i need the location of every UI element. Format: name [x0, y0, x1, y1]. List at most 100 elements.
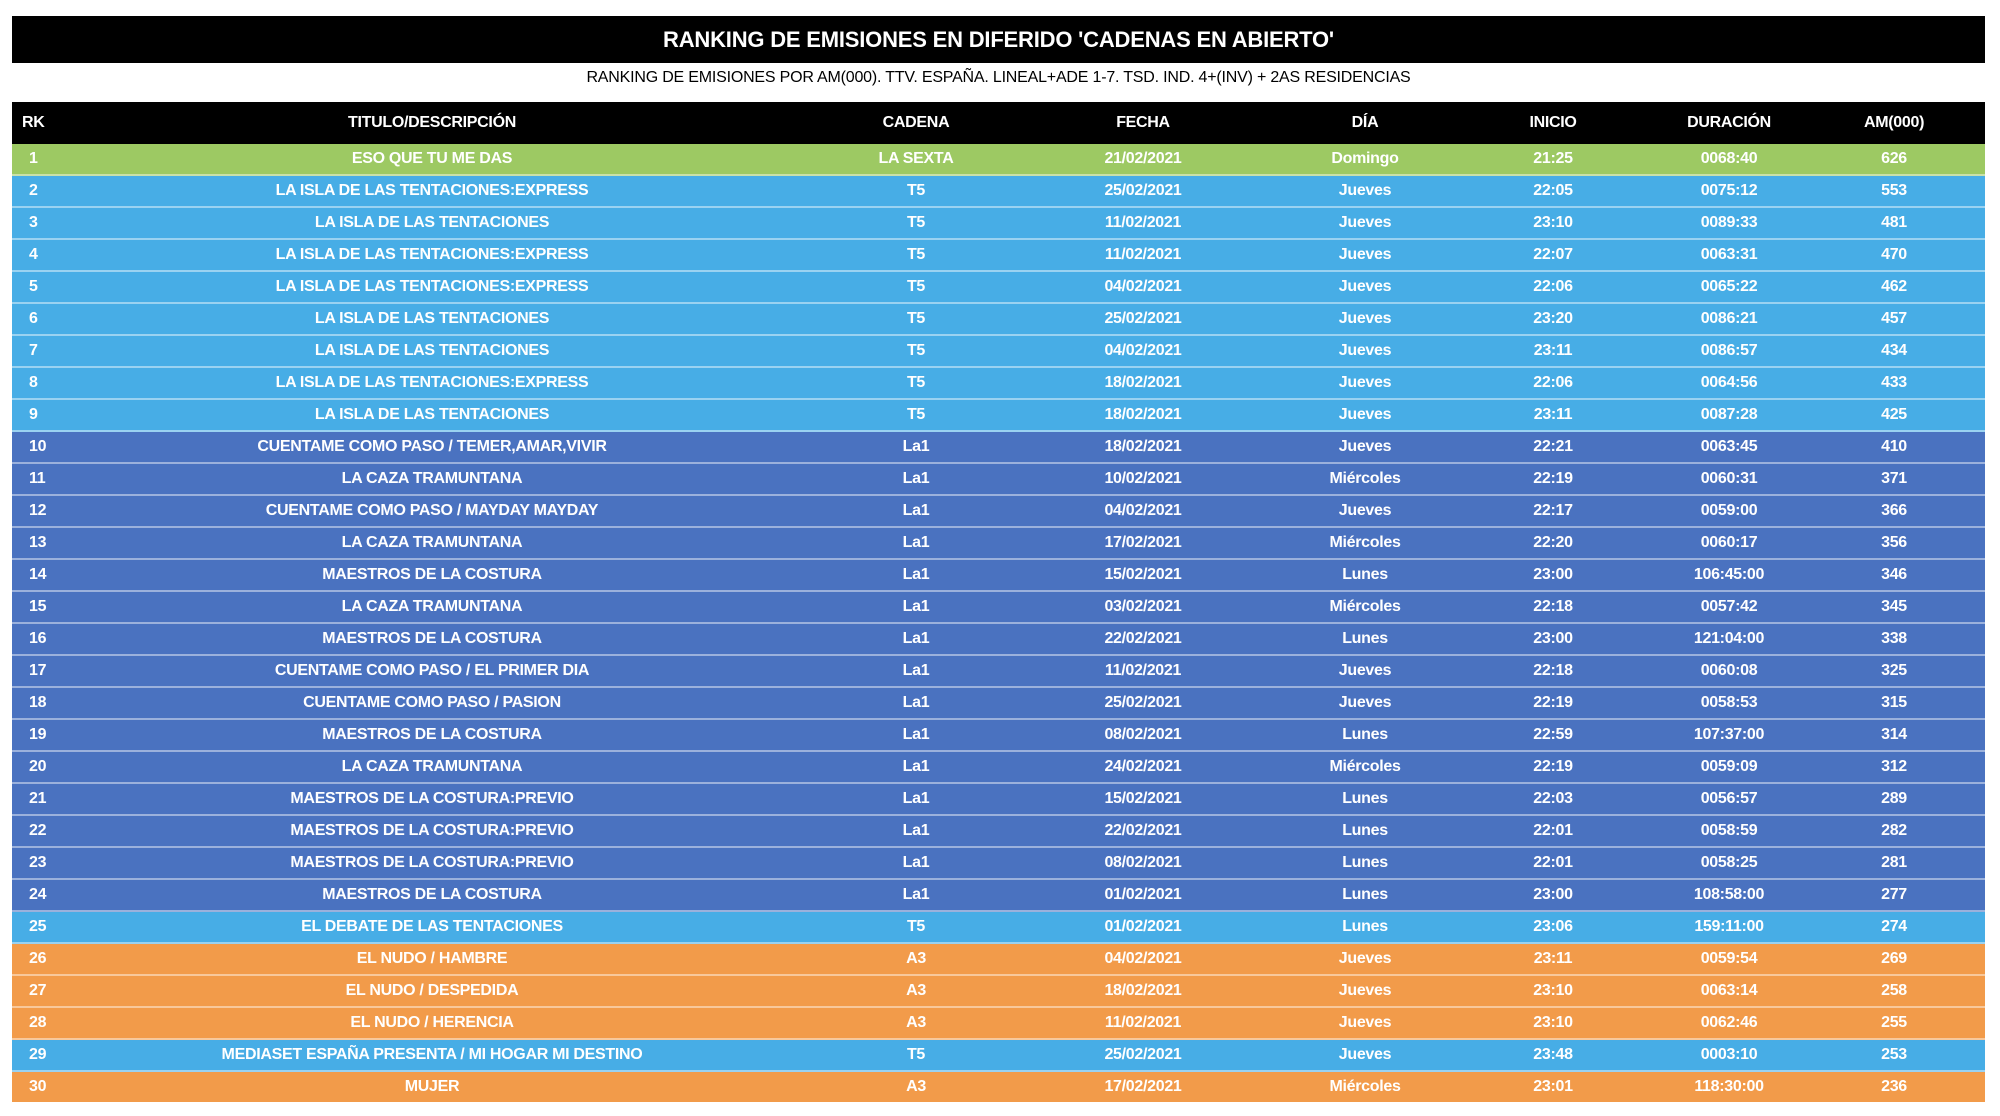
table-row: 23 MAESTROS DE LA COSTURA:PREVIO La1 08/… [12, 848, 1985, 880]
cell-dia: Miércoles [1329, 598, 1401, 615]
cell-dia: Domingo [1331, 150, 1399, 167]
cell-cadena: La1 [902, 630, 930, 647]
cell-rk: 2 [29, 182, 38, 199]
cell-am: 269 [1881, 950, 1907, 967]
cell-dia: Jueves [1338, 278, 1392, 295]
ranking-table: RK TITULO/DESCRIPCIÓN CADENA FECHA DÍA I… [12, 102, 1985, 1102]
cell-cadena: A3 [906, 1014, 926, 1031]
cell-am: 371 [1881, 470, 1907, 487]
cell-cadena: La1 [902, 854, 930, 871]
cell-am: 281 [1881, 854, 1907, 871]
cell-dia: Miércoles [1329, 758, 1401, 775]
cell-duracion: 0059:54 [1700, 950, 1758, 967]
cell-inicio: 22:20 [1533, 534, 1573, 551]
cell-cadena: La1 [902, 438, 930, 455]
cell-fecha: 03/02/2021 [1104, 598, 1182, 615]
table-row: 22 MAESTROS DE LA COSTURA:PREVIO La1 22/… [12, 816, 1985, 848]
cell-inicio: 22:05 [1533, 182, 1573, 199]
cell-am: 356 [1881, 534, 1907, 551]
report-title: RANKING DE EMISIONES EN DIFERIDO 'CADENA… [12, 16, 1985, 63]
cell-titulo: MAESTROS DE LA COSTURA [322, 886, 542, 903]
cell-am: 481 [1881, 214, 1907, 231]
cell-rk: 13 [29, 534, 47, 551]
cell-rk: 5 [29, 278, 38, 295]
cell-inicio: 21:25 [1533, 150, 1573, 167]
cell-cadena: La1 [902, 790, 930, 807]
cell-titulo: MAESTROS DE LA COSTURA:PREVIO [290, 790, 574, 807]
cell-duracion: 107:37:00 [1693, 726, 1765, 743]
cell-dia: Lunes [1342, 886, 1388, 903]
cell-inicio: 22:03 [1533, 790, 1573, 807]
cell-rk: 20 [29, 758, 47, 775]
cell-inicio: 23:10 [1533, 982, 1573, 999]
cell-cadena: A3 [906, 950, 926, 967]
cell-rk: 3 [29, 214, 38, 231]
cell-cadena: T5 [906, 342, 926, 359]
cell-am: 312 [1881, 758, 1907, 775]
cell-rk: 21 [29, 790, 47, 807]
cell-cadena: La1 [902, 886, 930, 903]
cell-dia: Jueves [1338, 694, 1392, 711]
cell-fecha: 21/02/2021 [1104, 150, 1182, 167]
cell-dia: Lunes [1342, 566, 1388, 583]
table-header-row: RK TITULO/DESCRIPCIÓN CADENA FECHA DÍA I… [12, 102, 1985, 144]
cell-rk: 7 [29, 342, 38, 359]
column-header-duracion: DURACIÓN [1687, 114, 1771, 131]
cell-inicio: 22:17 [1533, 502, 1573, 519]
cell-titulo: CUENTAME COMO PASO / TEMER,AMAR,VIVIR [257, 438, 607, 455]
cell-titulo: MUJER [404, 1078, 460, 1095]
cell-titulo: LA ISLA DE LAS TENTACIONES [314, 310, 550, 327]
cell-rk: 26 [29, 950, 47, 967]
cell-dia: Jueves [1338, 406, 1392, 423]
cell-inicio: 22:19 [1533, 758, 1573, 775]
column-header-am: AM(000) [1864, 114, 1925, 131]
cell-dia: Lunes [1342, 790, 1388, 807]
cell-am: 236 [1881, 1078, 1907, 1095]
cell-titulo: MAESTROS DE LA COSTURA:PREVIO [290, 822, 574, 839]
cell-cadena: T5 [906, 918, 926, 935]
cell-titulo: LA CAZA TRAMUNTANA [341, 598, 523, 615]
cell-duracion: 0003:10 [1700, 1046, 1758, 1063]
table-row: 15 LA CAZA TRAMUNTANA La1 03/02/2021 Mié… [12, 592, 1985, 624]
cell-dia: Jueves [1338, 502, 1392, 519]
cell-duracion: 0075:12 [1700, 182, 1758, 199]
table-row: 5 LA ISLA DE LAS TENTACIONES:EXPRESS T5 … [12, 272, 1985, 304]
cell-rk: 19 [29, 726, 47, 743]
cell-duracion: 0058:59 [1700, 822, 1758, 839]
cell-fecha: 11/02/2021 [1104, 246, 1182, 263]
cell-fecha: 25/02/2021 [1104, 694, 1182, 711]
cell-duracion: 0060:08 [1700, 662, 1758, 679]
cell-dia: Lunes [1342, 630, 1388, 647]
cell-fecha: 08/02/2021 [1104, 854, 1182, 871]
cell-rk: 4 [29, 246, 38, 263]
cell-dia: Jueves [1338, 310, 1392, 327]
cell-fecha: 25/02/2021 [1104, 1046, 1182, 1063]
cell-inicio: 23:48 [1533, 1046, 1573, 1063]
cell-titulo: LA CAZA TRAMUNTANA [341, 534, 523, 551]
cell-fecha: 17/02/2021 [1104, 534, 1182, 551]
cell-cadena: T5 [906, 406, 926, 423]
table-row: 14 MAESTROS DE LA COSTURA La1 15/02/2021… [12, 560, 1985, 592]
cell-duracion: 0058:53 [1700, 694, 1758, 711]
cell-fecha: 25/02/2021 [1104, 310, 1182, 327]
cell-inicio: 22:18 [1533, 598, 1573, 615]
cell-dia: Jueves [1338, 438, 1392, 455]
table-row: 18 CUENTAME COMO PASO / PASION La1 25/02… [12, 688, 1985, 720]
cell-cadena: La1 [902, 534, 930, 551]
cell-fecha: 22/02/2021 [1104, 822, 1182, 839]
cell-dia: Jueves [1338, 1014, 1392, 1031]
cell-inicio: 22:21 [1533, 438, 1573, 455]
cell-duracion: 0057:42 [1700, 598, 1758, 615]
cell-rk: 25 [29, 918, 47, 935]
cell-fecha: 18/02/2021 [1104, 982, 1182, 999]
cell-am: 345 [1881, 598, 1907, 615]
cell-am: 366 [1881, 502, 1907, 519]
column-header-titulo: TITULO/DESCRIPCIÓN [348, 114, 516, 131]
cell-am: 410 [1881, 438, 1907, 455]
table-row: 16 MAESTROS DE LA COSTURA La1 22/02/2021… [12, 624, 1985, 656]
cell-cadena: T5 [906, 278, 926, 295]
cell-duracion: 0060:31 [1700, 470, 1758, 487]
table-row: 20 LA CAZA TRAMUNTANA La1 24/02/2021 Mié… [12, 752, 1985, 784]
cell-am: 434 [1881, 342, 1907, 359]
cell-duracion: 0086:57 [1700, 342, 1758, 359]
